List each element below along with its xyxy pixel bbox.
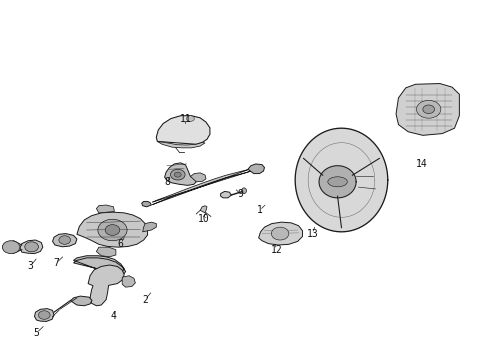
Circle shape xyxy=(271,227,289,240)
Polygon shape xyxy=(319,166,356,198)
Circle shape xyxy=(98,219,127,241)
Circle shape xyxy=(59,236,71,244)
Polygon shape xyxy=(396,84,460,135)
Polygon shape xyxy=(122,276,135,287)
Text: 8: 8 xyxy=(164,177,170,187)
Polygon shape xyxy=(156,116,210,144)
Text: 2: 2 xyxy=(142,295,148,305)
Circle shape xyxy=(25,242,38,252)
Polygon shape xyxy=(20,240,43,253)
Text: 11: 11 xyxy=(180,113,192,123)
Polygon shape xyxy=(157,141,205,148)
Text: 5: 5 xyxy=(33,328,39,338)
Text: 9: 9 xyxy=(237,189,243,199)
Polygon shape xyxy=(34,309,54,321)
Polygon shape xyxy=(152,168,252,204)
Ellipse shape xyxy=(242,188,246,194)
Polygon shape xyxy=(97,247,116,257)
Circle shape xyxy=(423,105,435,113)
Polygon shape xyxy=(248,164,265,174)
Circle shape xyxy=(105,225,120,235)
Circle shape xyxy=(2,241,20,253)
Text: 6: 6 xyxy=(118,239,123,249)
Polygon shape xyxy=(71,296,92,306)
Circle shape xyxy=(416,100,441,118)
Text: 1: 1 xyxy=(257,205,263,215)
Polygon shape xyxy=(191,173,206,182)
Polygon shape xyxy=(97,205,115,213)
Polygon shape xyxy=(220,192,231,198)
Polygon shape xyxy=(143,222,156,232)
Polygon shape xyxy=(52,234,77,247)
Circle shape xyxy=(38,311,50,319)
Text: 3: 3 xyxy=(27,261,33,271)
Circle shape xyxy=(174,172,181,177)
Polygon shape xyxy=(259,222,302,245)
Text: 4: 4 xyxy=(111,311,117,321)
Ellipse shape xyxy=(328,177,347,187)
Polygon shape xyxy=(88,265,124,306)
Text: 7: 7 xyxy=(53,258,59,268)
Text: 14: 14 xyxy=(416,159,427,169)
Text: 12: 12 xyxy=(271,245,283,255)
Polygon shape xyxy=(295,128,388,232)
Polygon shape xyxy=(74,256,125,276)
Polygon shape xyxy=(142,202,151,207)
Polygon shape xyxy=(200,206,207,213)
Circle shape xyxy=(187,116,195,121)
Polygon shape xyxy=(165,163,196,185)
Circle shape xyxy=(171,169,185,180)
Text: 13: 13 xyxy=(306,229,318,239)
Text: 10: 10 xyxy=(197,214,209,224)
Polygon shape xyxy=(77,212,147,247)
